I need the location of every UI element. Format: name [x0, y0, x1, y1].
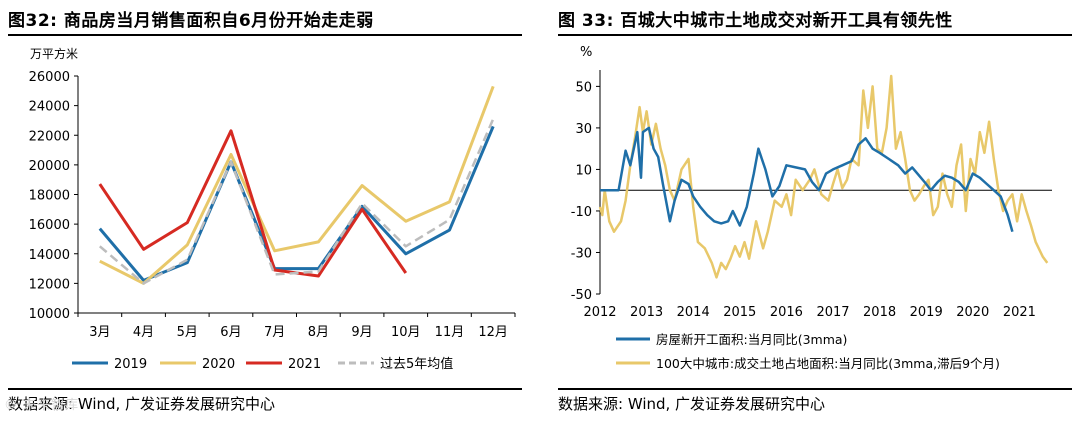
left-x-tick-label: 3月 [89, 325, 110, 340]
right-x-tick-label: 2015 [723, 305, 756, 320]
left-x-tick-label: 8月 [308, 325, 329, 340]
left-y-tick-label: 22000 [29, 129, 70, 144]
left-x-tick-label: 12月 [478, 325, 508, 340]
left-y-tick-label: 24000 [29, 100, 70, 115]
left-series-line-2020 [99, 85, 495, 285]
left-source-note: 数据来源: Wind, 广发证券发展研究中心 [8, 395, 276, 413]
right-y-tick-label: 50 [575, 80, 592, 95]
left-x-tick-label: 10月 [391, 325, 421, 340]
right-source-rule [558, 388, 1072, 390]
right-y-tick-label: -50 [571, 288, 592, 303]
right-x-tick-label: 2021 [1003, 305, 1036, 320]
left-y-unit-label: 万平方米 [30, 46, 78, 61]
left-chart-title: 图32: 商品房当月销售面积自6月份开始走走弱 [8, 11, 374, 31]
left-line-chart: 万平方米 10000 12000 14000 16000 18000 20000 22000 2… [29, 46, 516, 372]
right-legend-label: 100大中城市:成交土地占地面积:当月同比(3mma,滞后9个月) [656, 356, 1000, 371]
right-y-tick-label: 30 [575, 122, 592, 137]
right-x-tick-label: 2014 [677, 305, 710, 320]
left-x-tick-label: 4月 [133, 325, 154, 340]
right-y-tick-label: 10 [575, 163, 592, 178]
left-title-rule [8, 34, 522, 36]
right-series-line-new-starts [600, 126, 1014, 233]
left-x-tick-label: 7月 [264, 325, 285, 340]
right-y-unit-label: % [580, 45, 592, 60]
right-y-tick-label: -10 [571, 205, 592, 220]
right-chart-panel: 图 33: 百城大中城市土地成交对新开工具有领先性 % -50 -30 -10 10 30… [550, 0, 1080, 422]
left-y-tick-label: 16000 [29, 218, 70, 233]
left-x-tick-label: 6月 [220, 325, 241, 340]
left-series-line-2019 [98, 125, 495, 282]
right-line-chart: % -50 -30 -10 10 30 50 2012 2013 2014 2015 2016 2017… [571, 45, 1052, 371]
right-source-note: 数据来源: Wind, 广发证券发展研究中心 [558, 395, 826, 413]
right-x-tick-label: 2020 [956, 305, 989, 320]
right-x-tick-label: 2018 [863, 305, 896, 320]
left-y-tick-label: 14000 [29, 248, 70, 263]
left-legend-label: 2021 [288, 357, 321, 372]
left-legend-label: 2019 [114, 357, 147, 372]
left-series-line-过去5年均值 [98, 118, 495, 285]
left-y-tick-label: 26000 [29, 70, 70, 85]
left-series-line-2021 [98, 129, 408, 278]
left-y-tick-label: 10000 [29, 307, 70, 322]
left-source-rule [8, 388, 522, 390]
left-y-tick-label: 18000 [29, 189, 70, 204]
right-x-tick-label: 2013 [630, 305, 663, 320]
right-x-tick-label: 2017 [816, 305, 849, 320]
right-x-tick-label: 2019 [910, 305, 943, 320]
right-title-rule [558, 34, 1072, 36]
left-legend-label: 过去5年均值 [380, 356, 453, 372]
left-y-tick-label: 12000 [29, 277, 70, 292]
left-chart-panel: 图32: 商品房当月销售面积自6月份开始走走弱 万平方米 10000 12000 14… [0, 0, 530, 422]
right-y-tick-label: -30 [571, 246, 592, 261]
right-chart-title: 图 33: 百城大中城市土地成交对新开工具有领先性 [558, 11, 953, 31]
left-y-tick-label: 20000 [29, 159, 70, 174]
left-legend-label: 2020 [202, 357, 235, 372]
watermark-text: © 未来智库 [4, 398, 80, 413]
right-x-tick-label: 2016 [770, 305, 803, 320]
left-x-tick-label: 11月 [435, 325, 465, 340]
right-legend-label: 房屋新开工面积:当月同比(3mma) [656, 332, 847, 347]
left-x-tick-label: 5月 [177, 325, 198, 340]
right-x-tick-label: 2012 [583, 305, 616, 320]
left-x-tick-label: 9月 [351, 325, 372, 340]
